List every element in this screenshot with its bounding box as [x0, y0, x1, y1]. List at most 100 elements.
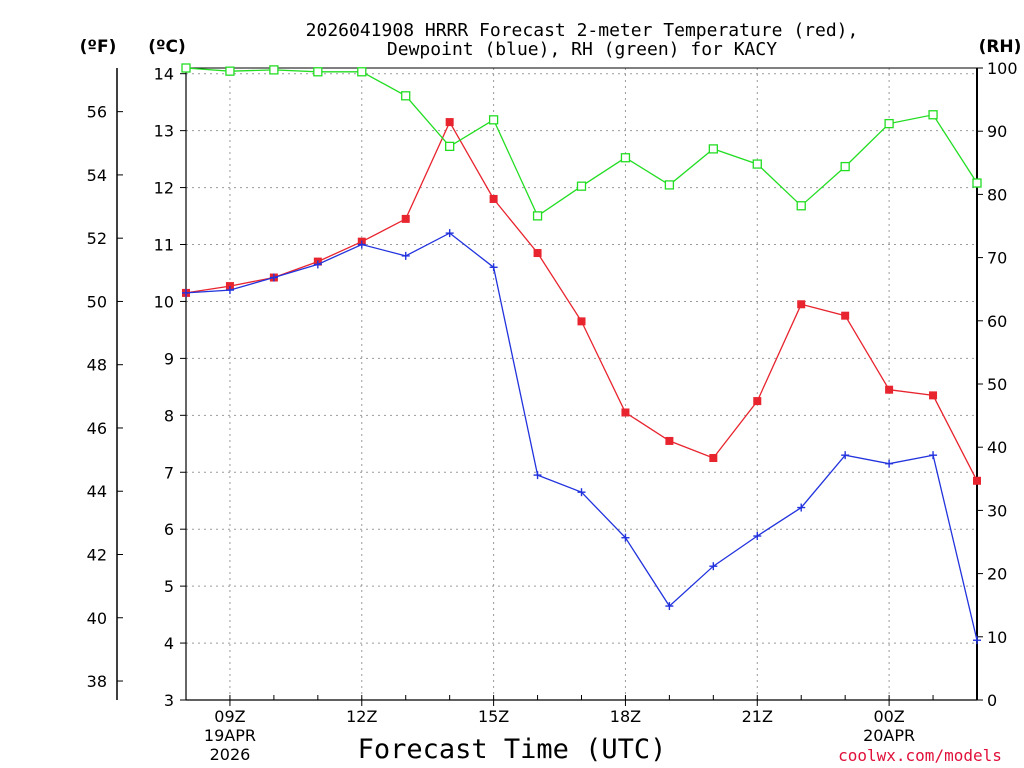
rh-tick-label: 60 [987, 312, 1007, 331]
fahrenheit-tick-label: 40 [87, 609, 107, 628]
dewpoint-point [797, 503, 806, 512]
rh-point [752, 159, 762, 169]
rh-point [401, 91, 411, 101]
dewpoint-point [313, 260, 322, 269]
dewpoint-line [185, 232, 978, 641]
celsius-tick-label: 11 [154, 236, 174, 255]
rh-point [840, 161, 850, 172]
celsius-tick-label: 13 [154, 122, 174, 141]
dewpoint-point [269, 273, 278, 282]
credit-label: coolwx.com/models [838, 746, 1002, 765]
rh-tick-label: 10 [987, 628, 1007, 647]
celsius-tick-label: 14 [154, 65, 174, 84]
rh-tick-label: 90 [987, 122, 1007, 141]
rh-tick-label: 80 [987, 185, 1007, 204]
rh-point [313, 67, 323, 77]
rh-point [796, 201, 806, 211]
dewpoint-point [973, 636, 981, 645]
temperature-point [665, 436, 674, 445]
temperature-point [929, 391, 938, 400]
dewpoint-point [445, 229, 454, 238]
rh-point [488, 115, 499, 125]
fahrenheit-tick-label: 48 [87, 356, 107, 375]
temperature-point [797, 300, 806, 309]
rh-unit-label: (RH) [979, 37, 1022, 57]
dewpoint-point [665, 602, 674, 611]
x-tick-year-label: 2026 [210, 745, 251, 764]
rh-tick-label: 30 [987, 501, 1007, 520]
rh-point [445, 141, 455, 152]
rh-point [972, 178, 982, 188]
rh-tick-label: 0 [987, 691, 997, 710]
rh-point [884, 118, 894, 129]
axes: 3840424446485052545634567891011121314010… [87, 59, 1018, 764]
temperature-point [841, 311, 850, 320]
celsius-tick-label: 12 [154, 179, 174, 198]
fahrenheit-tick-label: 56 [87, 103, 107, 122]
rh-point [620, 153, 631, 163]
celsius-tick-label: 8 [164, 406, 174, 425]
x-tick-label: 12Z [346, 707, 377, 726]
dewpoint-point [929, 451, 938, 460]
dewpoint-point [401, 251, 410, 260]
x-tick-date-label: 19APR [204, 726, 256, 745]
gridlines [186, 68, 977, 701]
rh-tick-label: 40 [987, 438, 1007, 457]
temperature-point [489, 194, 498, 203]
dewpoint-point [709, 562, 718, 571]
chart-title-line1: 2026041908 HRRR Forecast 2-meter Tempera… [306, 20, 859, 41]
celsius-tick-label: 3 [164, 691, 174, 710]
x-axis-label: Forecast Time (UTC) [358, 734, 667, 765]
x-tick-label: 21Z [742, 707, 773, 726]
temperature-point [885, 385, 894, 394]
dewpoint-point [182, 288, 190, 297]
fahrenheit-tick-label: 50 [87, 292, 107, 311]
temperature-point [577, 317, 586, 326]
rh-tick-label: 100 [987, 59, 1018, 78]
dewpoint-point [489, 263, 498, 272]
fahrenheit-tick-label: 38 [87, 672, 107, 691]
temperature-point [401, 214, 410, 223]
temperature-point [973, 476, 981, 485]
rh-line [185, 67, 978, 217]
celsius-tick-label: 9 [164, 349, 174, 368]
rh-tick-label: 20 [987, 565, 1007, 584]
rh-point [225, 66, 235, 76]
rh-point [269, 65, 279, 75]
rh-point [181, 63, 191, 73]
fahrenheit-tick-label: 54 [87, 166, 107, 185]
x-tick-label: 00Z [873, 707, 904, 726]
celsius-tick-label: 6 [164, 520, 174, 539]
rh-point [576, 181, 587, 191]
temperature-point [753, 397, 762, 406]
rh-point [928, 110, 938, 120]
dewpoint-point [577, 488, 586, 497]
dewpoint-point [841, 451, 850, 460]
x-tick-date-label: 20APR [863, 726, 915, 745]
celsius-tick-label: 10 [154, 292, 174, 311]
celsius-tick-label: 5 [164, 577, 174, 596]
rh-point [708, 144, 718, 154]
temperature-point [709, 454, 718, 463]
x-tick-label: 15Z [478, 707, 509, 726]
dewpoint-point [357, 240, 366, 249]
rh-point [357, 67, 367, 77]
temperature-point [621, 408, 630, 417]
dewpoint-point [533, 471, 542, 480]
dewpoint-point [885, 459, 894, 468]
x-tick-label: 18Z [610, 707, 641, 726]
dewpoint-point [225, 286, 234, 295]
fahrenheit-tick-label: 52 [87, 229, 107, 248]
data-series [181, 63, 982, 645]
temperature-point [445, 118, 454, 127]
fahrenheit-tick-label: 44 [87, 482, 107, 501]
rh-tick-label: 50 [987, 375, 1007, 394]
celsius-tick-label: 4 [164, 634, 174, 653]
celsius-tick-label: 7 [164, 463, 174, 482]
rh-tick-label: 70 [987, 249, 1007, 268]
fahrenheit-tick-label: 42 [87, 545, 107, 564]
rh-point [532, 211, 543, 221]
dewpoint-point [621, 533, 630, 542]
fahrenheit-tick-label: 46 [87, 419, 107, 438]
